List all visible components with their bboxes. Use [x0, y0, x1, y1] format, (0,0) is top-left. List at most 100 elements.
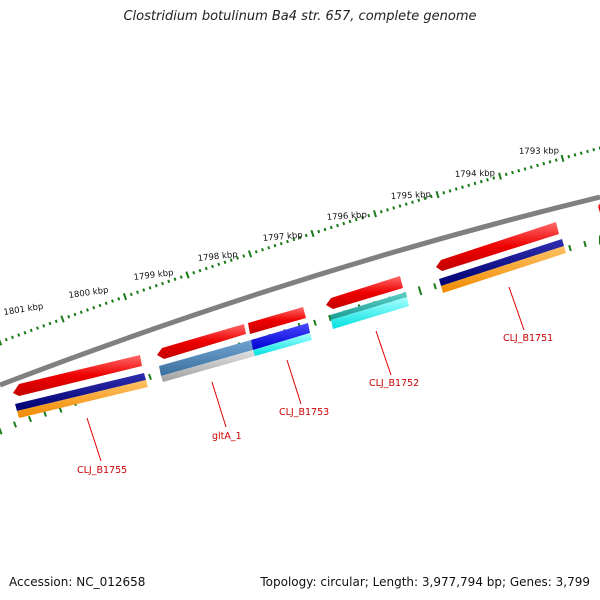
gene-label[interactable]: CLJ_B1752: [369, 378, 419, 389]
ruler-tick: [298, 235, 302, 240]
ruler-tick: [154, 283, 158, 288]
ruler-tick: [479, 179, 483, 184]
cog-bar: [251, 323, 310, 350]
gene-track: [13, 203, 600, 396]
ruler-tick: [173, 277, 177, 281]
position-ruler-outer: [0, 146, 600, 346]
ruler-tick: [379, 210, 383, 214]
ruler-tick: [448, 189, 452, 193]
ruler-tick: [247, 250, 253, 258]
ruler-tick: [454, 187, 458, 191]
ruler-tick: [467, 183, 471, 188]
ruler-tick: [542, 161, 546, 166]
cog-bar: [161, 350, 255, 382]
ruler-tick: [304, 233, 308, 238]
ruler-tick: [42, 324, 46, 328]
ruler-tick: [592, 148, 596, 152]
ruler-tick: [92, 305, 96, 310]
ruler-tick: [192, 271, 196, 275]
cog-bar: [331, 297, 409, 329]
ruler-tick: [329, 225, 333, 230]
ruler-tick: [429, 194, 433, 199]
ruler-tick: [67, 314, 71, 319]
ruler-tick: [4, 337, 8, 342]
ruler-tick: [342, 221, 346, 226]
ruler-tick: [404, 202, 408, 206]
kbp-label: 1798 kbp: [197, 250, 238, 264]
ruler-tick: [28, 415, 32, 423]
ruler-tick: [517, 169, 521, 173]
gene-label[interactable]: gltA_1: [212, 431, 242, 442]
ruler-tick: [560, 154, 565, 163]
ruler-tick: [317, 229, 321, 234]
kbp-label: 1793 kbp: [519, 146, 559, 157]
ruler-tick: [579, 151, 583, 155]
ruler-tick: [36, 326, 39, 330]
label-leaders: [86, 286, 525, 462]
ruler-tick: [336, 223, 339, 228]
ruler-tick: [583, 240, 587, 248]
ruler-tick: [198, 268, 202, 273]
gene-arrow[interactable]: [157, 324, 246, 359]
ruler-tick: [136, 290, 139, 294]
kbp-label: 1800 kbp: [68, 285, 109, 300]
kbp-label: 1794 kbp: [455, 169, 495, 180]
map-title: Clostridium botulinum Ba4 str. 657, comp…: [123, 9, 477, 24]
ruler-tick: [523, 167, 527, 171]
ruler-tick: [313, 319, 317, 326]
ruler-tick: [279, 241, 283, 246]
ruler-tick: [511, 170, 514, 175]
ruler-tick: [254, 250, 258, 254]
gene-label[interactable]: CLJ_B1753: [279, 407, 329, 418]
gene-label[interactable]: CLJ_B1755: [77, 465, 127, 476]
ruler-tick: [48, 321, 52, 326]
ruler-tick: [17, 333, 21, 337]
ruler-tick: [23, 330, 27, 335]
gene-arrow[interactable]: [326, 276, 403, 309]
cog-track: [15, 239, 566, 418]
ruler-tick: [292, 237, 296, 242]
ruler-tick: [536, 163, 539, 168]
kbp-labels: 1801 kbp 1800 kbp 1799 kbp 1798 kbp 1797…: [3, 146, 559, 318]
ruler-tick: [0, 339, 3, 346]
ruler-tick: [586, 149, 589, 154]
cog-bar: [441, 246, 566, 293]
ruler-tick: [386, 208, 389, 212]
ruler-tick: [442, 191, 446, 195]
ruler-tick: [29, 328, 33, 333]
ruler-tick: [229, 258, 233, 262]
ruler-tick: [361, 215, 364, 220]
ruler-tick: [411, 200, 414, 204]
ruler-tick: [79, 310, 83, 314]
ruler-tick: [148, 373, 152, 381]
ruler-tick: [0, 427, 3, 435]
ruler-tick: [392, 206, 396, 210]
ruler-tick: [310, 229, 315, 238]
ruler-tick: [142, 288, 146, 292]
ruler-tick: [373, 210, 377, 218]
ruler-tick: [111, 299, 114, 303]
ruler-tick: [529, 165, 533, 169]
ruler-tick: [242, 254, 246, 258]
gene-label[interactable]: CLJ_B1751: [503, 333, 553, 344]
gene-arrow[interactable]: [248, 307, 306, 334]
ruler-tick: [161, 281, 164, 286]
ruler-tick: [554, 158, 558, 162]
ruler-tick: [148, 286, 152, 290]
ruler-tick: [129, 292, 133, 297]
gene-arrow[interactable]: [436, 222, 559, 271]
gene-arrow[interactable]: [13, 355, 142, 396]
ruler-tick: [473, 181, 477, 186]
ruler-tick: [348, 219, 352, 224]
ruler-tick: [179, 275, 183, 279]
ruler-tick: [568, 244, 572, 252]
ruler-tick: [498, 172, 502, 180]
ruler-tick: [423, 196, 427, 201]
accession-text: Accession: NC_012658: [9, 575, 146, 589]
ruler-tick: [567, 154, 571, 159]
ruler-tick: [223, 260, 227, 264]
ruler-tick: [86, 308, 89, 312]
cog-bar: [253, 333, 312, 356]
cog-bar: [17, 380, 148, 418]
